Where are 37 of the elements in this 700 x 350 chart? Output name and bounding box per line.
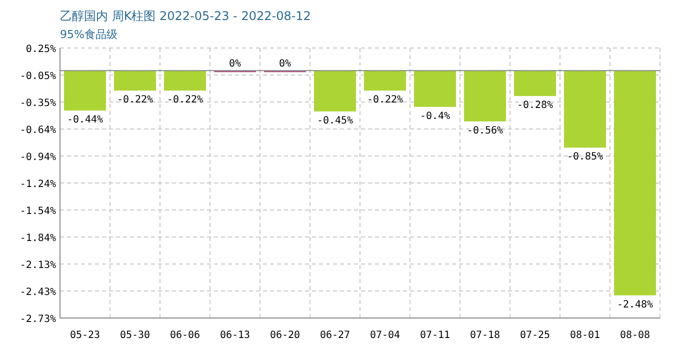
data-label: -0.44% <box>66 114 104 126</box>
data-label: -2.48% <box>616 299 654 310</box>
y-tick-label: -1.24% <box>20 179 56 190</box>
y-tick-label: 0.25% <box>26 44 56 55</box>
x-tick-label: 05-23 <box>70 330 100 341</box>
x-tick-label: 07-18 <box>470 330 500 341</box>
y-tick-label: -0.35% <box>20 98 56 109</box>
y-tick-label: -1.84% <box>20 233 56 244</box>
y-tick-label: -2.43% <box>20 287 56 298</box>
x-tick-label: 06-06 <box>170 330 200 341</box>
y-tick-label: -0.94% <box>20 152 56 163</box>
x-tick-label: 06-27 <box>320 330 350 341</box>
x-tick-label: 07-11 <box>420 330 450 341</box>
data-label: -0.22% <box>116 94 154 106</box>
chart-title: 乙醇国内 周K柱图 2022-05-23 - 2022-08-12 <box>60 9 311 23</box>
data-label: -0.22% <box>166 94 204 106</box>
data-label: -0.45% <box>316 115 354 126</box>
y-tick-label: -2.73% <box>20 314 56 325</box>
y-tick-label: -2.13% <box>20 260 56 271</box>
y-tick-label: -0.64% <box>20 125 56 136</box>
x-tick-label: 07-04 <box>370 330 400 341</box>
x-tick-label: 05-30 <box>120 330 150 341</box>
data-label: -0.4% <box>420 110 450 122</box>
data-label: 0% <box>228 58 242 70</box>
x-tick-label: 07-25 <box>520 330 550 341</box>
data-label: -0.28% <box>516 100 554 112</box>
x-tick-label: 06-13 <box>220 330 250 341</box>
x-tick-label: 06-20 <box>270 330 300 341</box>
chart-subtitle: 95%食品级 <box>60 28 118 41</box>
x-tick-label: 08-08 <box>620 330 650 341</box>
data-label: 0% <box>278 58 292 70</box>
data-label: -0.85% <box>566 152 604 163</box>
y-tick-label: -1.54% <box>20 206 56 217</box>
y-tick-label: -0.05% <box>20 71 56 82</box>
data-label: -0.22% <box>366 94 404 106</box>
data-label: -0.56% <box>466 125 504 136</box>
x-tick-label: 08-01 <box>570 330 600 341</box>
